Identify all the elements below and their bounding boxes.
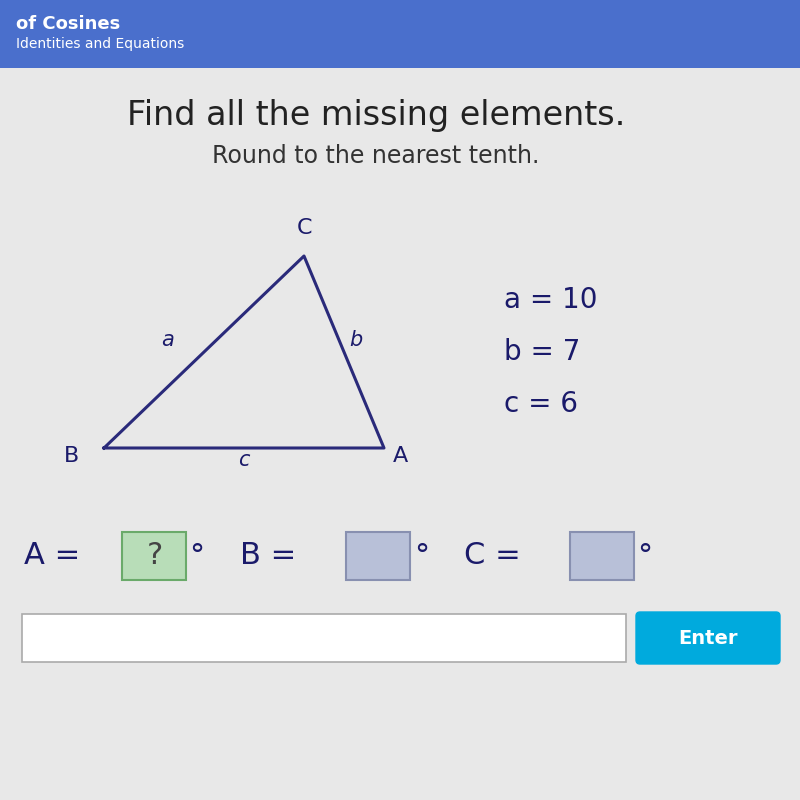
Text: a = 10: a = 10 (504, 286, 598, 314)
Text: B =: B = (240, 542, 306, 570)
Text: A =: A = (24, 542, 90, 570)
Text: a: a (162, 330, 174, 350)
Text: c: c (238, 450, 250, 470)
Text: °: ° (638, 542, 653, 570)
Text: Round to the nearest tenth.: Round to the nearest tenth. (212, 144, 540, 168)
FancyBboxPatch shape (570, 532, 634, 581)
Text: B: B (64, 446, 80, 466)
Text: Enter: Enter (678, 629, 738, 647)
Text: °: ° (190, 542, 205, 570)
Text: ?: ? (146, 542, 162, 570)
Text: C: C (296, 218, 312, 238)
FancyBboxPatch shape (346, 532, 410, 581)
Text: °: ° (414, 542, 430, 570)
Text: c = 6: c = 6 (504, 390, 578, 418)
FancyBboxPatch shape (122, 532, 186, 581)
Text: Identities and Equations: Identities and Equations (16, 37, 184, 51)
FancyBboxPatch shape (22, 614, 626, 662)
Text: Find all the missing elements.: Find all the missing elements. (127, 99, 625, 133)
Text: b: b (350, 330, 362, 350)
FancyBboxPatch shape (0, 0, 800, 68)
FancyBboxPatch shape (636, 612, 780, 664)
Text: A: A (392, 446, 408, 466)
Text: C =: C = (464, 542, 530, 570)
Text: of Cosines: of Cosines (16, 15, 120, 33)
Text: b = 7: b = 7 (504, 338, 580, 366)
